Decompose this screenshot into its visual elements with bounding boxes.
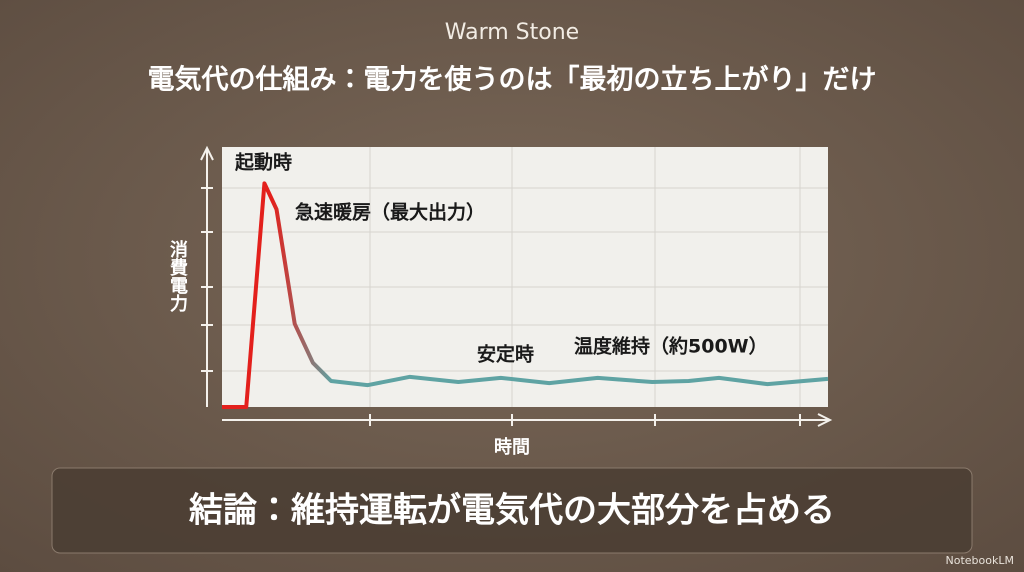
x-axis-label: 時間 — [494, 437, 530, 458]
annotation: 温度維持（約500W） — [574, 335, 768, 358]
data-line — [222, 181, 829, 409]
annotation: 安定時 — [477, 344, 534, 366]
brand: Warm Stone — [445, 20, 579, 45]
conclusion-box — [51, 467, 973, 554]
annotations: 起動時 急速暖房（最大出力） 安定時 温度維持（約500W） — [234, 152, 768, 366]
grid — [222, 147, 828, 407]
axes — [200, 145, 833, 427]
annotation: 起動時 — [234, 152, 292, 174]
y-axis-label: 消費電力 — [167, 239, 188, 313]
slide-title: 電気代の仕組み：電力を使うのは「最初の立ち上がり」だけ — [148, 64, 877, 96]
annotation: 急速暖房（最大出力） — [295, 201, 485, 224]
watermark: NotebookLM — [946, 554, 1014, 567]
conclusion: 結論：維持運転が電気代の大部分を占める — [189, 491, 835, 531]
plot-area — [222, 147, 828, 407]
